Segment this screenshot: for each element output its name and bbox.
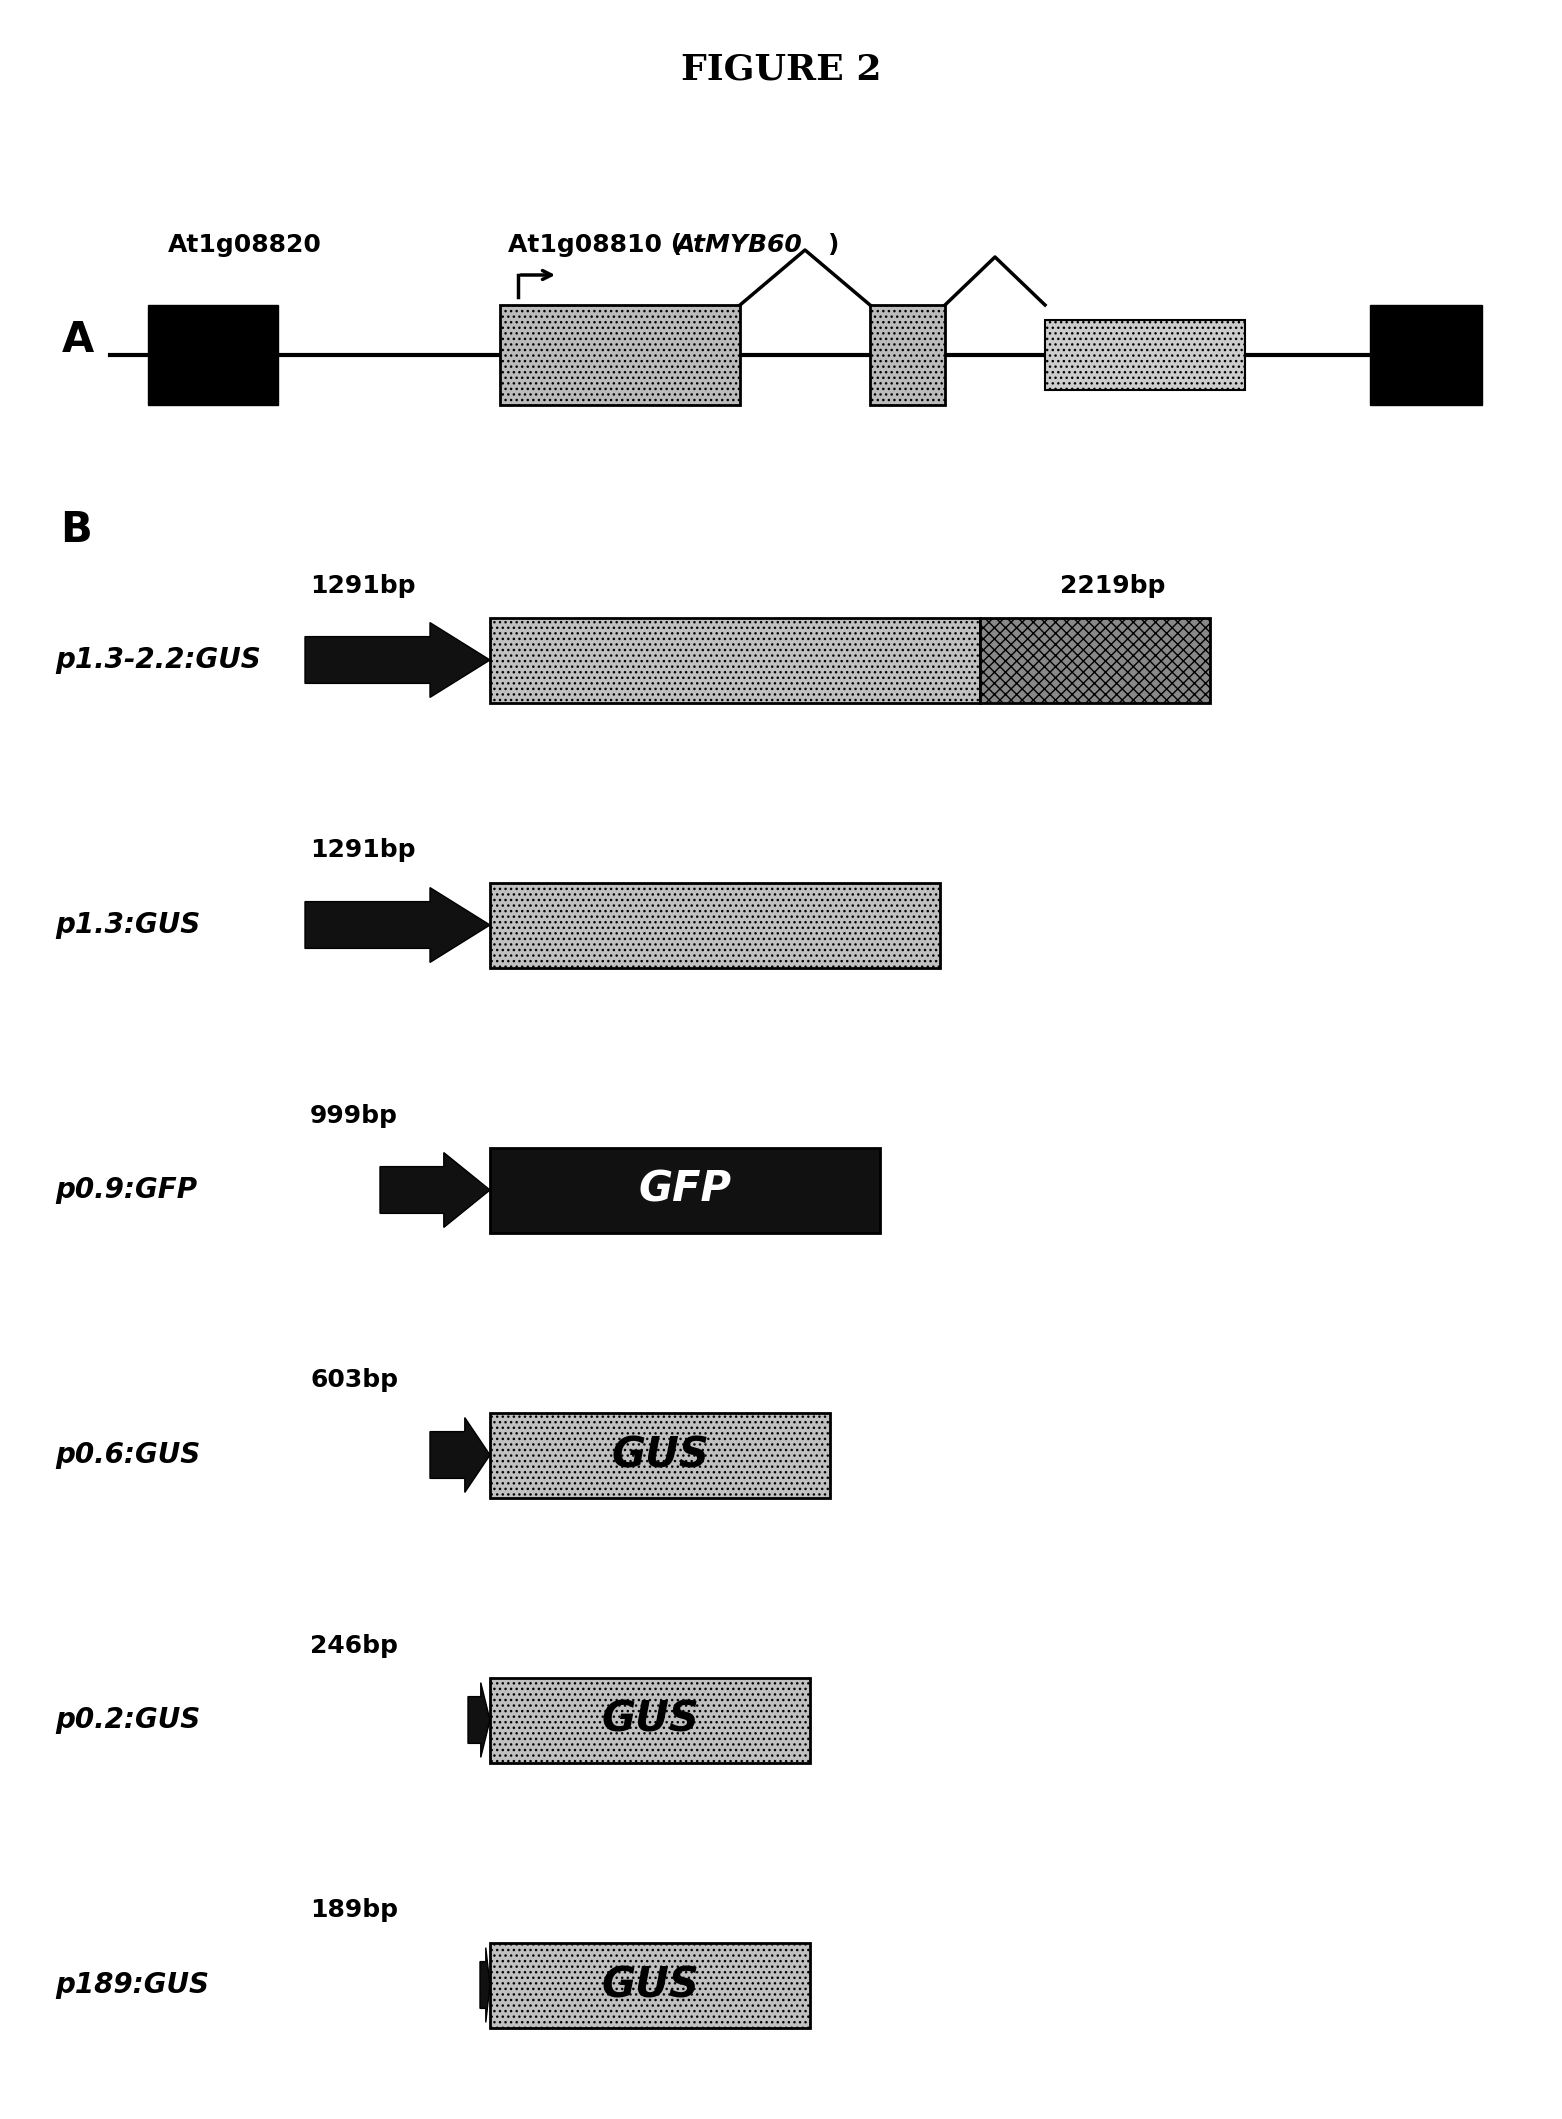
- Bar: [148, 305, 278, 405]
- Text: A: A: [62, 320, 94, 360]
- Bar: [490, 1148, 879, 1233]
- Polygon shape: [469, 1682, 490, 1757]
- Text: 999bp: 999bp: [309, 1104, 398, 1127]
- Polygon shape: [430, 1418, 490, 1492]
- Polygon shape: [305, 623, 490, 697]
- Bar: [979, 617, 1211, 704]
- Bar: [870, 305, 945, 405]
- Text: p0.2:GUS: p0.2:GUS: [55, 1706, 200, 1733]
- Text: p0.6:GUS: p0.6:GUS: [55, 1441, 200, 1468]
- Polygon shape: [380, 1153, 490, 1227]
- Text: 189bp: 189bp: [309, 1899, 398, 1922]
- Text: FIGURE 2: FIGURE 2: [681, 53, 881, 87]
- Polygon shape: [305, 888, 490, 962]
- Text: GUS: GUS: [611, 1435, 709, 1477]
- Bar: [500, 305, 740, 405]
- Text: GUS: GUS: [601, 1964, 698, 2007]
- Text: 1291bp: 1291bp: [309, 574, 415, 598]
- Text: 2219bp: 2219bp: [1061, 574, 1165, 598]
- Text: p189:GUS: p189:GUS: [55, 1971, 209, 1998]
- Polygon shape: [480, 1947, 490, 2022]
- Text: p0.9:GFP: p0.9:GFP: [55, 1176, 197, 1204]
- Text: 603bp: 603bp: [309, 1369, 398, 1392]
- Bar: [490, 1943, 811, 2028]
- Bar: [1045, 320, 1245, 390]
- Bar: [490, 1678, 811, 1763]
- Text: AtMYB60: AtMYB60: [676, 233, 803, 256]
- Text: At1g08810 (: At1g08810 (: [508, 233, 683, 256]
- Bar: [490, 882, 940, 968]
- Text: GFP: GFP: [639, 1170, 731, 1210]
- Text: ): ): [828, 233, 839, 256]
- Text: p1.3:GUS: p1.3:GUS: [55, 911, 200, 939]
- Text: 246bp: 246bp: [309, 1634, 398, 1657]
- Text: GUS: GUS: [601, 1699, 698, 1742]
- Text: B: B: [59, 509, 92, 551]
- Bar: [490, 1413, 829, 1498]
- Text: 1291bp: 1291bp: [309, 839, 415, 862]
- Text: p1.3-2.2:GUS: p1.3-2.2:GUS: [55, 646, 261, 674]
- Bar: [1370, 305, 1482, 405]
- Text: At1g08820: At1g08820: [169, 233, 322, 256]
- Bar: [490, 617, 979, 704]
